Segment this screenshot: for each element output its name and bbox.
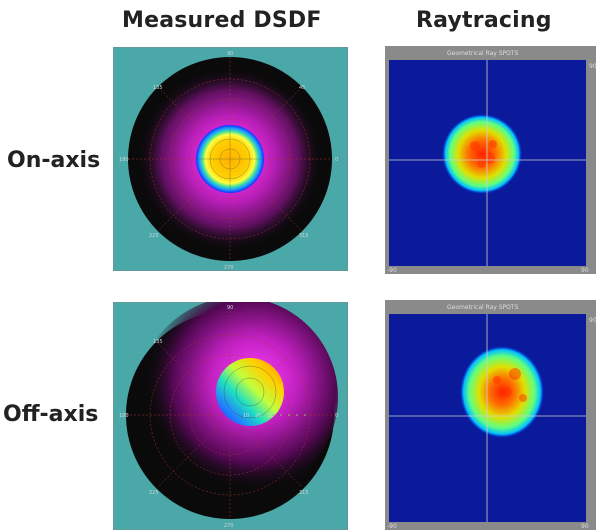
angle-45-label: 45 (299, 85, 305, 91)
angle-90-label: 90 (227, 51, 233, 57)
ray-title: Geometrical Ray SPOTS (447, 50, 519, 57)
angle-180-label-off: 180 (119, 413, 129, 419)
measured-dsdf-on-axis-panel: 90 135 45 180 0 225 315 270 (113, 47, 348, 271)
angle-0-label-off: 0 (335, 413, 338, 419)
angle-315-label: 315 (299, 233, 309, 239)
ray-axis-right: 90 (581, 267, 589, 274)
angle-90-label-off: 90 (227, 305, 233, 311)
angle-225-label-off: 225 (149, 490, 159, 496)
raytracing-on-axis-panel: Geometrical Ray SPOTS -90 90 90 (385, 46, 596, 274)
angle-315-label-off: 315 (299, 490, 309, 496)
angle-135-label-off: 135 (153, 339, 163, 345)
ray-axis-left: -90 (387, 267, 397, 274)
ring-20-label: 20 (255, 413, 261, 419)
angle-0-label: 0 (335, 157, 338, 163)
ray-spot (442, 114, 522, 194)
angle-270-label-off: 270 (224, 523, 234, 529)
ring-30-label: 30 (267, 413, 273, 419)
measured-spot-off (216, 358, 284, 426)
ring-10-label: 10 (243, 413, 249, 419)
measured-dsdf-header: Measured DSDF (122, 8, 322, 33)
raytracing-header: Raytracing (416, 8, 552, 33)
ray-axis-left-off: -90 (387, 523, 397, 530)
angle-135-label: 135 (153, 85, 163, 91)
on-axis-label: On-axis (7, 148, 101, 173)
ray-axis-top-right: 90 (589, 63, 596, 70)
measured-dsdf-off-axis-panel: 90 135 180 0 225 315 270 10 20 30 (113, 302, 348, 530)
ray-axis-top-right-off: 90 (589, 317, 596, 324)
angle-225-label: 225 (149, 233, 159, 239)
angle-270-label: 270 (224, 265, 234, 271)
ray-axis-right-off: 90 (581, 523, 589, 530)
angle-180-label: 180 (119, 157, 129, 163)
off-axis-label: Off-axis (3, 402, 99, 427)
raytracing-off-axis-panel: Geometrical Ray SPOTS -90 90 90 (385, 300, 596, 530)
ray-title-off: Geometrical Ray SPOTS (447, 304, 519, 311)
